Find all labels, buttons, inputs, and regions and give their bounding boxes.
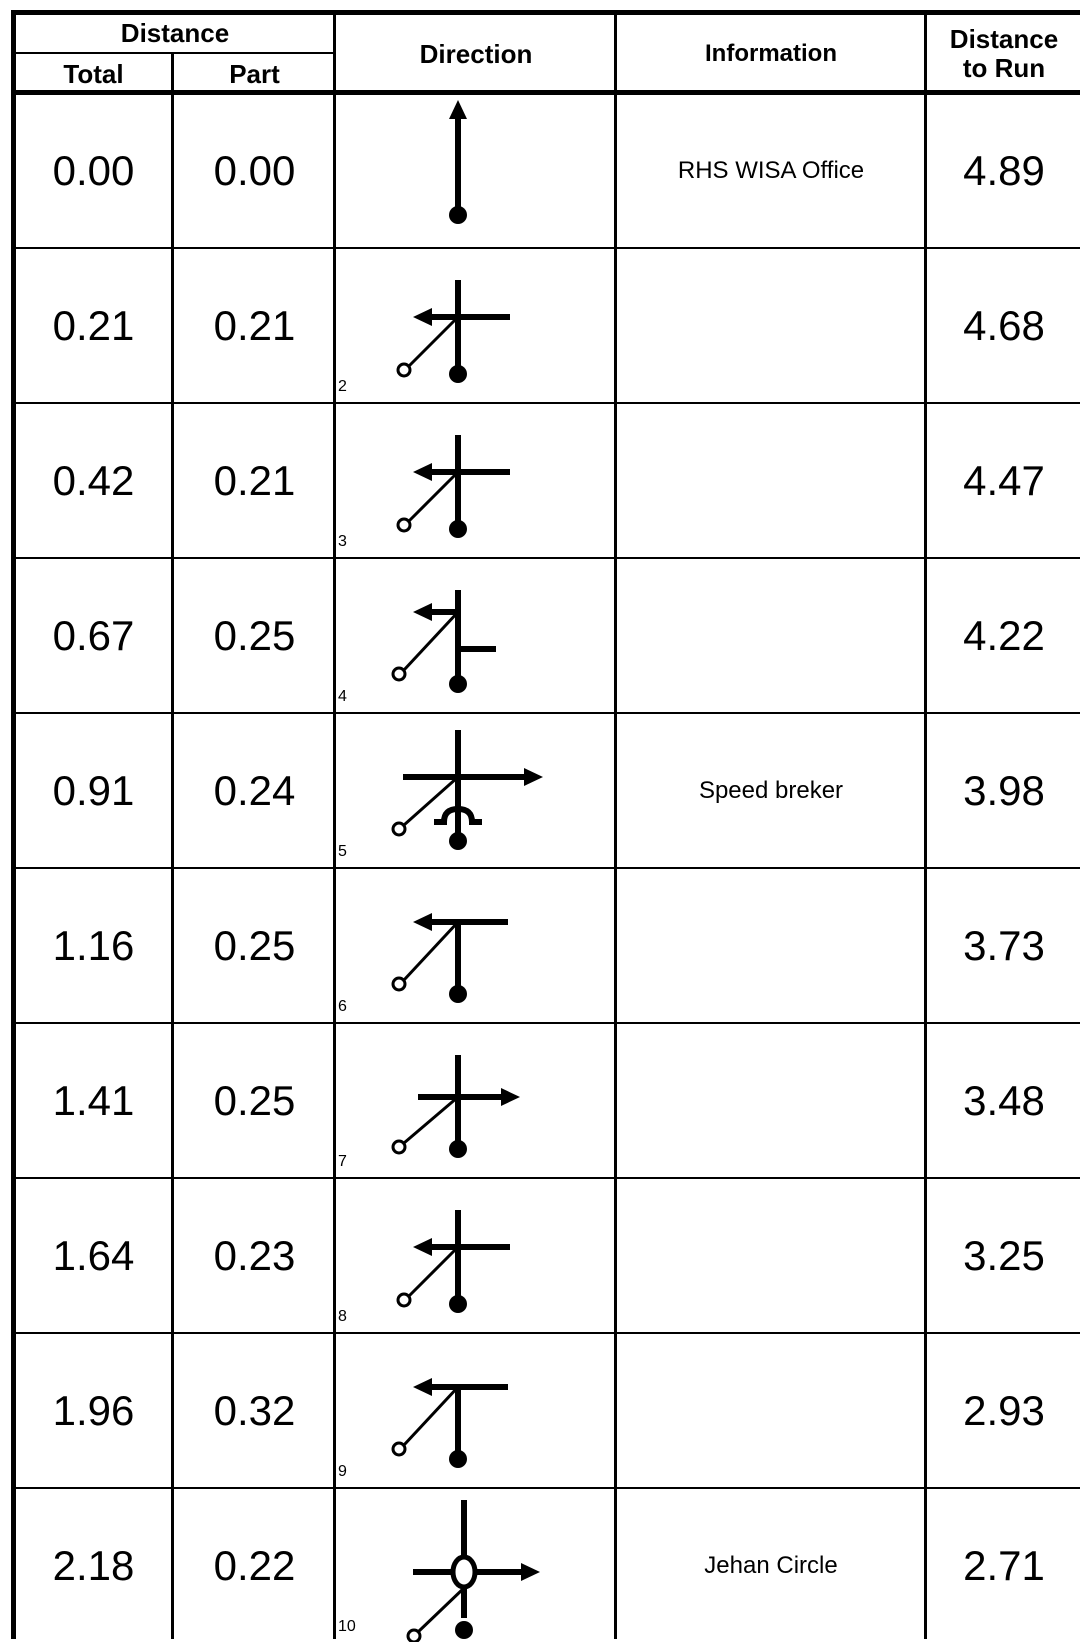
row-divider xyxy=(11,1332,1080,1334)
row-divider xyxy=(11,402,1080,404)
turn-left-crossroad-icon xyxy=(338,1180,614,1332)
divider-direction-information xyxy=(614,10,617,1639)
part-distance-cell: 0.32 xyxy=(213,1387,296,1434)
header-total: Total xyxy=(63,58,124,89)
turn-left-t-junction-icon xyxy=(338,1335,614,1487)
part-distance-cell: 0.21 xyxy=(213,302,296,349)
part-distance-cell: 0.21 xyxy=(213,457,296,504)
turn-left-crossroad-icon xyxy=(338,405,614,557)
turn-left-staggered-icon xyxy=(338,560,614,712)
part-distance-cell: 0.23 xyxy=(213,1232,296,1279)
turn-left-t-junction-icon xyxy=(338,870,614,1022)
header-part: Part xyxy=(229,58,280,89)
information-cell xyxy=(618,1335,924,1487)
information-cell xyxy=(618,870,924,1022)
distance-to-run-cell: 4.89 xyxy=(963,147,1045,194)
distance-to-run-cell: 3.48 xyxy=(963,1077,1045,1124)
information-cell xyxy=(618,1025,924,1177)
distance-to-run-cell: 3.25 xyxy=(963,1232,1045,1279)
part-distance-cell: 0.24 xyxy=(213,767,296,814)
step-number: 4 xyxy=(338,688,347,705)
information-cell: RHS WISA Office xyxy=(677,157,865,184)
header-distance: Distance xyxy=(120,18,230,49)
divider-information-to-run xyxy=(924,10,927,1639)
distance-to-run-cell: 2.71 xyxy=(963,1542,1045,1589)
border-left xyxy=(11,10,16,1639)
header-bottom-border xyxy=(11,90,1080,95)
total-distance-cell: 1.96 xyxy=(52,1387,135,1434)
part-distance-cell: 0.22 xyxy=(213,1542,296,1589)
distance-to-run-cell: 3.73 xyxy=(963,922,1045,969)
header-distance-to-run: Distance to Run xyxy=(928,15,1080,93)
step-number: 7 xyxy=(338,1153,347,1170)
information-cell xyxy=(618,250,924,402)
step-number: 2 xyxy=(338,378,347,395)
distance-to-run-cell: 2.93 xyxy=(963,1387,1045,1434)
turn-left-crossroad-icon xyxy=(338,250,614,402)
row-divider xyxy=(11,1487,1080,1489)
step-number: 10 xyxy=(338,1618,356,1635)
start-arrow-icon xyxy=(338,95,614,247)
divider-total-part xyxy=(171,53,174,1639)
total-distance-cell: 0.67 xyxy=(52,612,135,659)
information-cell xyxy=(618,1180,924,1332)
total-distance-cell: 1.64 xyxy=(52,1232,135,1279)
step-number: 9 xyxy=(338,1463,347,1480)
header-information: Information xyxy=(705,39,837,67)
part-distance-cell: 0.25 xyxy=(213,922,296,969)
roundabout-right-icon xyxy=(338,1490,614,1644)
row-divider xyxy=(11,557,1080,559)
total-distance-cell: 0.42 xyxy=(52,457,135,504)
step-number: 8 xyxy=(338,1308,347,1325)
part-distance-cell: 0.25 xyxy=(213,1077,296,1124)
row-divider xyxy=(11,1022,1080,1024)
total-distance-cell: 1.16 xyxy=(52,922,135,969)
header-direction: Direction xyxy=(419,38,533,69)
part-distance-cell: 0.00 xyxy=(213,147,296,194)
header-distance-to-run-line1: Distance xyxy=(949,24,1059,55)
turn-right-speed-breaker-icon xyxy=(338,715,614,867)
row-divider xyxy=(11,712,1080,714)
row-divider xyxy=(11,867,1080,869)
step-number: 5 xyxy=(338,843,347,860)
total-distance-cell: 2.18 xyxy=(52,1542,135,1589)
part-distance-cell: 0.25 xyxy=(213,612,296,659)
total-distance-cell: 0.91 xyxy=(52,767,135,814)
border-top xyxy=(11,10,1080,15)
information-cell: Speed breker xyxy=(698,777,844,804)
information-cell: Jehan Circle xyxy=(704,1552,838,1579)
total-distance-cell: 0.21 xyxy=(52,302,135,349)
total-distance-cell: 1.41 xyxy=(52,1077,135,1124)
total-distance-cell: 0.00 xyxy=(52,147,135,194)
row-divider xyxy=(11,1177,1080,1179)
distance-to-run-cell: 4.22 xyxy=(963,612,1045,659)
information-cell xyxy=(618,405,924,557)
turn-right-crossroad-icon xyxy=(338,1025,614,1177)
step-number: 6 xyxy=(338,998,347,1015)
divider-part-direction xyxy=(333,10,336,1639)
header-distance-to-run-line2: to Run xyxy=(962,53,1046,83)
distance-to-run-cell: 4.47 xyxy=(963,457,1045,504)
distance-to-run-cell: 4.68 xyxy=(963,302,1045,349)
header-subdivider xyxy=(11,52,335,54)
row-divider xyxy=(11,247,1080,249)
distance-to-run-cell: 3.98 xyxy=(963,767,1045,814)
step-number: 3 xyxy=(338,533,347,550)
information-cell xyxy=(618,560,924,712)
